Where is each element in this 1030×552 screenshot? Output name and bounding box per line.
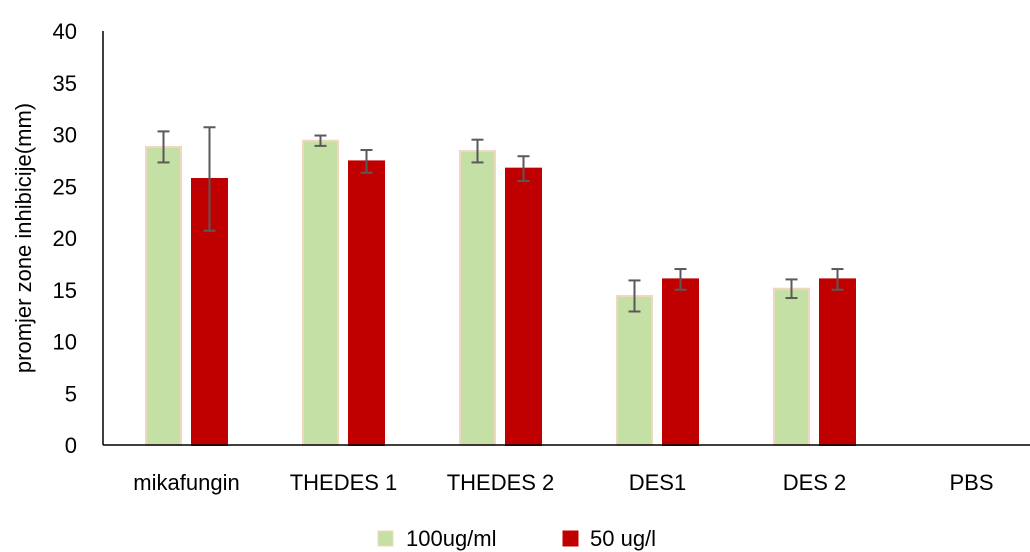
y-tick-label: 10: [53, 330, 77, 355]
x-tick-label: THEDES 1: [290, 470, 398, 495]
y-tick-label: 0: [65, 433, 77, 458]
error-bar: [314, 134, 327, 147]
error-bar: [471, 138, 484, 164]
y-tick-label: 25: [53, 174, 77, 199]
y-tick-label: 30: [53, 123, 77, 148]
error-bar: [674, 268, 687, 291]
x-tick-label: mikafungin: [133, 470, 239, 495]
legend-swatch: [562, 530, 579, 547]
bar: [145, 145, 182, 446]
error-bar: [360, 149, 373, 174]
bar: [505, 167, 542, 446]
legend-label: 50 ug/l: [590, 526, 656, 551]
error-bar: [831, 268, 844, 291]
error-bar: [157, 130, 170, 164]
error-bars: [157, 126, 844, 313]
legend: 100ug/ml 50 ug/l: [377, 526, 656, 551]
y-tick-label: 5: [65, 381, 77, 406]
x-tick-labels: mikafungin THEDES 1 THEDES 2 DES1 DES 2 PBS: [133, 470, 993, 495]
error-bar: [203, 126, 216, 232]
error-bar: [517, 155, 530, 183]
bar: [819, 278, 856, 446]
x-tick-label: PBS: [949, 470, 993, 495]
y-tick-labels: 0 5 10 15 20 25 30 35 40: [53, 19, 77, 458]
error-bar: [628, 279, 641, 313]
y-tick-label: 20: [53, 226, 77, 251]
x-tick-label: DES 2: [783, 470, 847, 495]
bar: [662, 278, 699, 446]
bars: [145, 139, 856, 447]
y-tick-label: 35: [53, 71, 77, 96]
x-tick-label: THEDES 2: [447, 470, 555, 495]
bar: [302, 139, 339, 447]
legend-swatch: [377, 530, 394, 547]
y-tick-label: 40: [53, 19, 77, 44]
bar: [459, 150, 496, 446]
legend-label: 100ug/ml: [406, 526, 497, 551]
x-tick-label: DES1: [629, 470, 686, 495]
error-bar: [785, 278, 798, 300]
bar: [616, 294, 653, 446]
y-tick-label: 15: [53, 278, 77, 303]
bar: [773, 287, 810, 446]
y-axis-label: promjer zone inhibicije(mm): [11, 103, 36, 373]
bar: [348, 160, 385, 446]
